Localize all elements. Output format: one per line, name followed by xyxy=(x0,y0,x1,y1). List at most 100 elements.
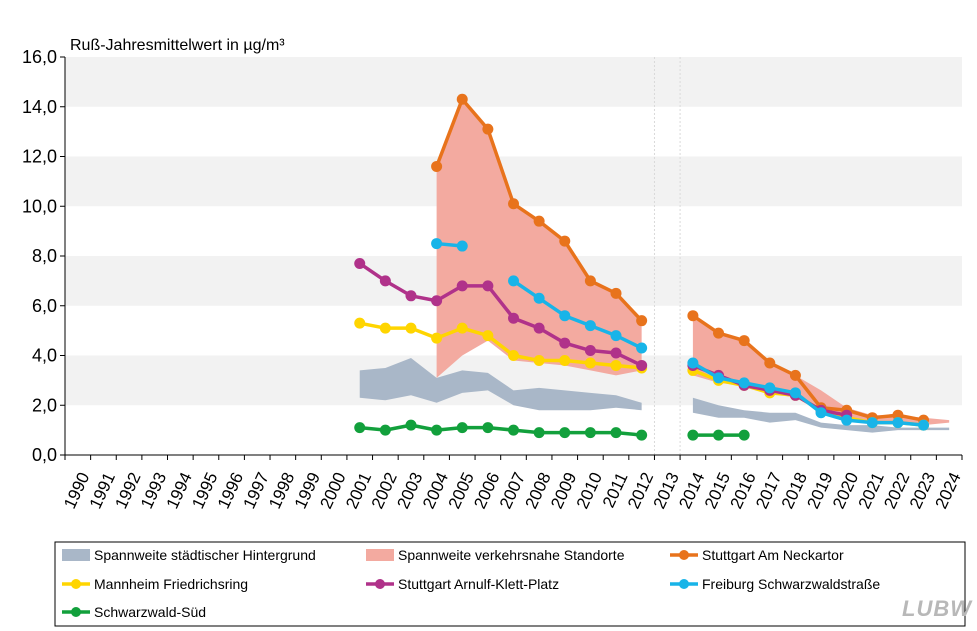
y-tick-label: 0,0 xyxy=(32,445,57,465)
grid-band xyxy=(65,57,962,107)
legend-swatch xyxy=(366,549,394,561)
series-0-point xyxy=(533,215,545,227)
series-4-point xyxy=(508,424,519,436)
series-0-point xyxy=(764,357,776,369)
y-tick-label: 14,0 xyxy=(22,97,57,117)
series-4-point xyxy=(379,424,391,436)
grid-band xyxy=(65,156,962,207)
series-2-point xyxy=(559,337,571,349)
series-3-point xyxy=(892,417,904,429)
series-4-point xyxy=(354,422,366,434)
series-2-point xyxy=(584,345,596,357)
series-4-point xyxy=(713,429,725,441)
y-tick-label: 12,0 xyxy=(22,147,57,167)
series-4-point xyxy=(636,429,648,441)
series-3-point xyxy=(918,419,930,431)
series-1-point xyxy=(379,322,391,334)
series-3-line xyxy=(692,361,924,427)
series-0-point xyxy=(789,369,801,381)
series-3-point xyxy=(508,275,519,287)
legend-marker xyxy=(71,607,81,617)
series-1-point xyxy=(482,330,494,342)
y-tick-label: 16,0 xyxy=(22,47,57,67)
series-3-point xyxy=(789,387,801,399)
legend-marker xyxy=(375,579,385,589)
series-3-point xyxy=(738,377,750,389)
series-1-point xyxy=(456,322,468,334)
range-urban-background xyxy=(359,357,642,411)
range-traffic-sites xyxy=(436,99,642,378)
legend-swatch xyxy=(62,549,90,561)
legend-marker xyxy=(679,579,689,589)
legend-label: Freiburg Schwarzwaldstraße xyxy=(702,576,880,592)
legend-label: Schwarzwald-Süd xyxy=(94,604,206,620)
series-3-point xyxy=(431,238,443,250)
series-4-point xyxy=(610,427,622,439)
series-0-point xyxy=(636,315,648,327)
x-tick-label: 2010 xyxy=(573,469,606,511)
series-4-point xyxy=(584,427,596,439)
series-1-point xyxy=(431,332,443,344)
y-tick-label: 10,0 xyxy=(22,196,57,216)
series-3-point xyxy=(533,292,545,304)
series-0-point xyxy=(482,123,494,135)
series-0-point xyxy=(610,287,622,299)
series-3-point xyxy=(636,342,648,354)
series-4-point xyxy=(559,427,571,439)
series-2-point xyxy=(482,280,494,292)
legend-label: Stuttgart Am Neckartor xyxy=(702,547,844,563)
series-3-point xyxy=(713,372,725,384)
series-1-point xyxy=(533,354,545,366)
series-0-point xyxy=(738,335,750,347)
series-2-point xyxy=(636,359,648,371)
series-3-point xyxy=(584,320,596,332)
series-4-point xyxy=(456,422,468,434)
series-2-point xyxy=(354,257,366,269)
series-4-point xyxy=(533,427,545,439)
series-1-point xyxy=(354,317,366,329)
series-3-point xyxy=(815,407,827,419)
series-0-point xyxy=(687,310,699,322)
series-2-point xyxy=(379,275,391,287)
series-3-point xyxy=(687,357,699,369)
x-tick-label: 2024 xyxy=(932,469,965,511)
series-4-point xyxy=(405,419,417,431)
series-1-point xyxy=(610,359,622,371)
series-3-point xyxy=(764,382,776,394)
legend-label: Spannweite städtischer Hintergrund xyxy=(94,547,316,563)
y-tick-label: 8,0 xyxy=(32,246,57,266)
series-0-point xyxy=(508,198,519,210)
series-4-point xyxy=(738,429,750,441)
lubw-logo: LUBW xyxy=(902,596,973,621)
legend-label: Spannweite verkehrsnahe Standorte xyxy=(398,547,625,563)
series-2-point xyxy=(456,280,468,292)
legend: Spannweite städtischer Hintergrund Spannw… xyxy=(54,541,966,627)
series-1-point xyxy=(405,322,417,334)
series-2-point xyxy=(533,322,545,334)
series-3-point xyxy=(866,417,878,429)
series-2-point xyxy=(610,347,622,359)
legend-marker xyxy=(71,579,81,589)
series-1-point xyxy=(584,357,596,369)
y-tick-label: 2,0 xyxy=(32,395,57,415)
series-0-point xyxy=(584,275,596,287)
series-1-point xyxy=(508,350,519,361)
series-3-point xyxy=(610,330,622,342)
chart-title: Ruß-Jahresmittelwert in µg/m³ xyxy=(70,37,285,54)
y-tick-label: 4,0 xyxy=(32,346,57,366)
y-tick-label: 6,0 xyxy=(32,296,57,316)
series-2-point xyxy=(405,290,417,302)
series-0-point xyxy=(559,235,571,247)
series-4-point xyxy=(482,422,494,434)
series-0-point xyxy=(456,93,468,105)
legend-label: Stuttgart Arnulf-Klett-Platz xyxy=(398,576,559,592)
series-0-line xyxy=(691,314,924,422)
series-3-point xyxy=(456,240,468,252)
series-1-point xyxy=(559,354,571,366)
series-0-point xyxy=(431,160,443,172)
series-3-point xyxy=(841,414,853,426)
series-3-point xyxy=(559,310,571,322)
series-0-point xyxy=(713,327,725,339)
series-4-point xyxy=(687,429,699,441)
